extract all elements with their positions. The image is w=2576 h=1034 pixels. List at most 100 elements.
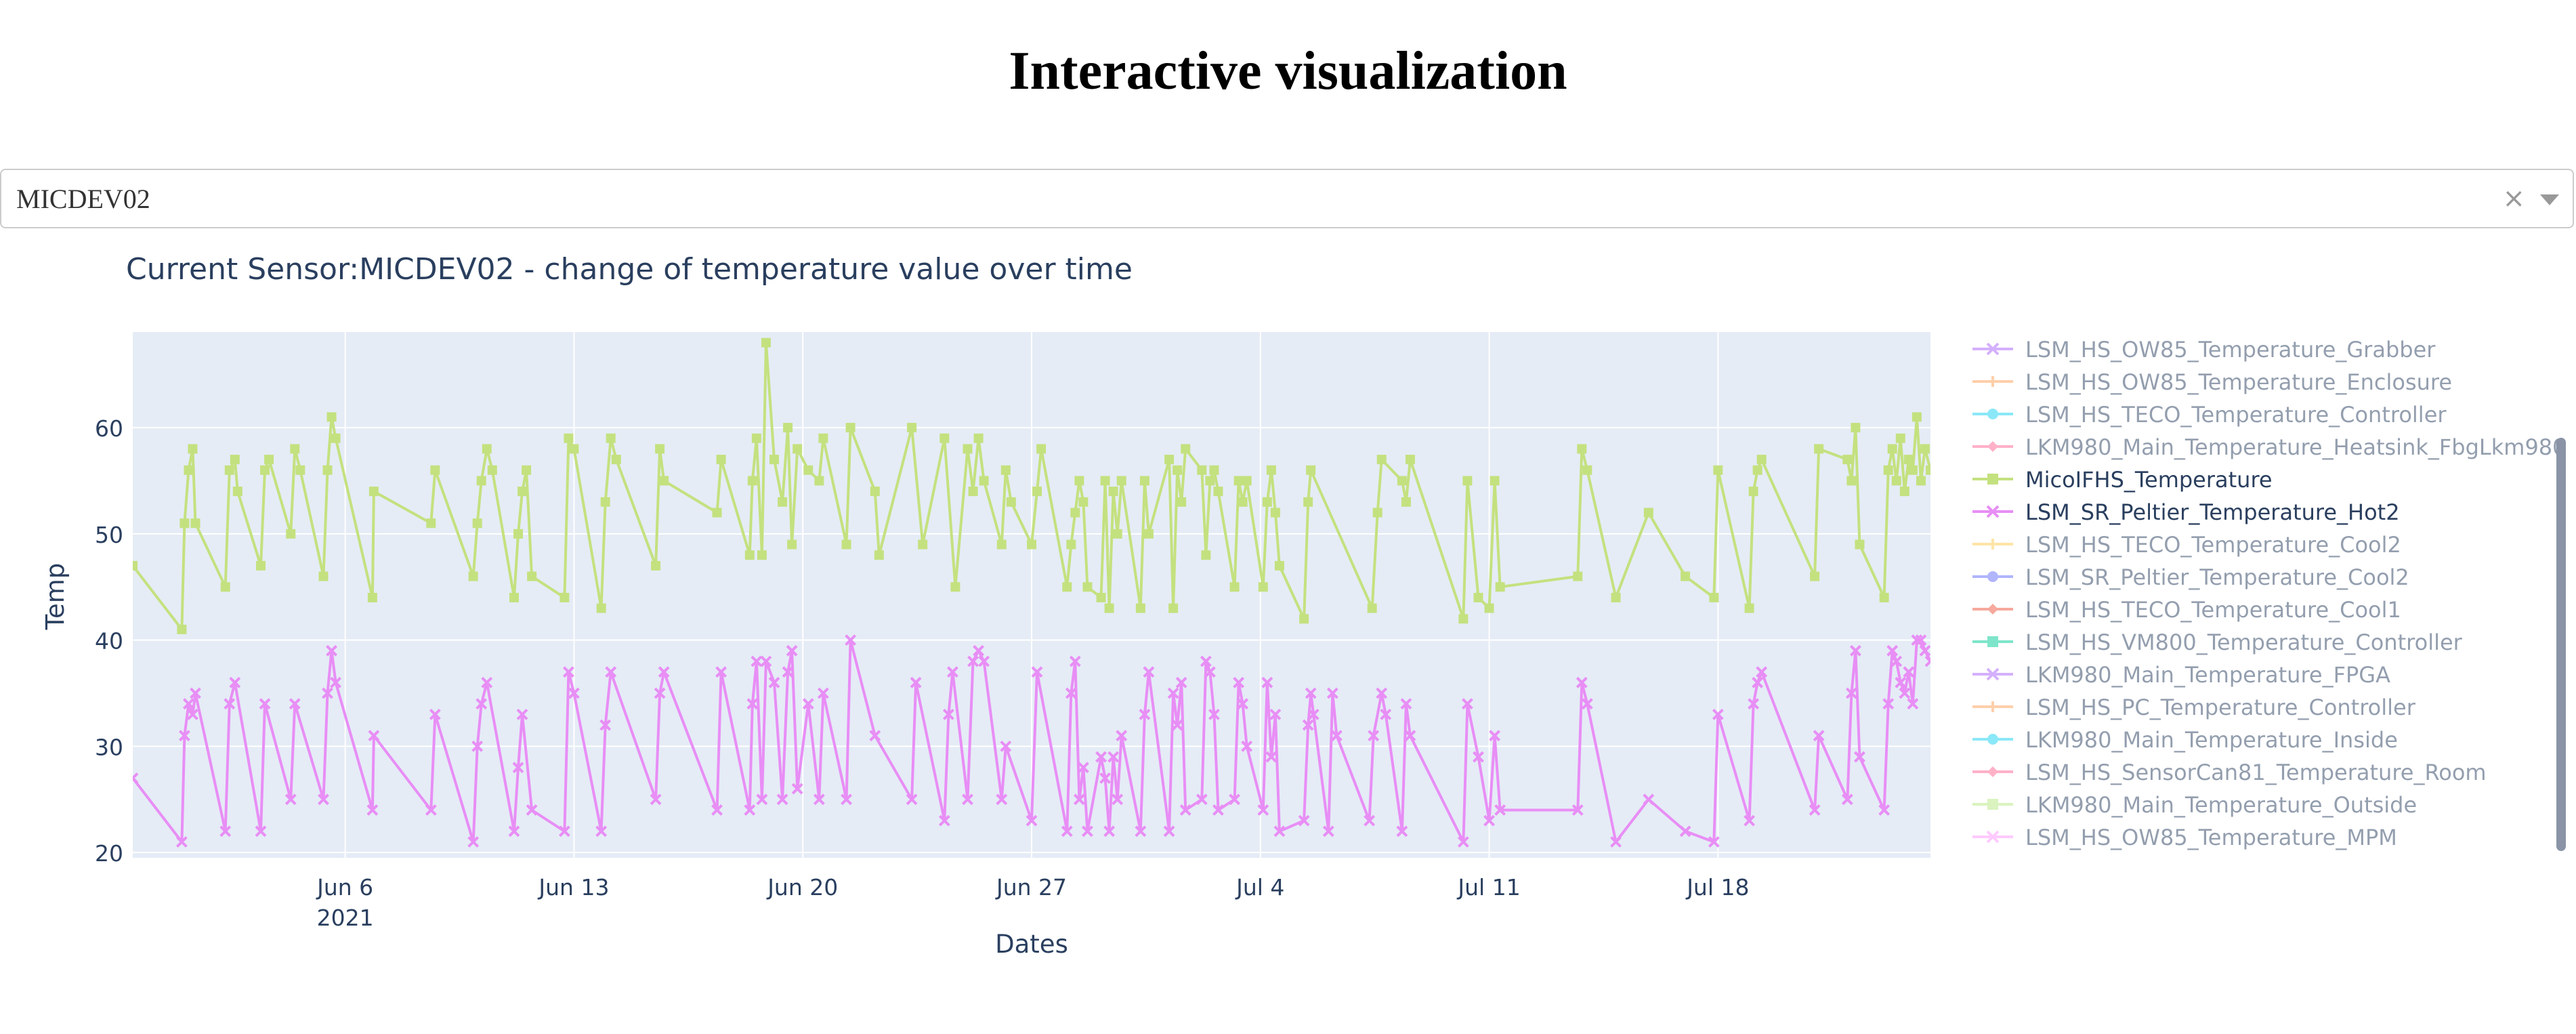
legend-item[interactable]: LSM_HS_SensorCan81_Temperature_Room bbox=[1972, 760, 2487, 785]
x-tick-label: Jul 4 bbox=[1235, 874, 1284, 901]
data-point bbox=[1987, 766, 1998, 777]
data-point bbox=[472, 518, 482, 529]
legend-item[interactable]: LKM980_Main_Temperature_FPGA bbox=[1972, 662, 2390, 688]
data-point bbox=[177, 624, 187, 634]
data-point bbox=[1458, 614, 1469, 624]
data-point bbox=[596, 603, 606, 613]
x-axis-label: Dates bbox=[995, 930, 1068, 959]
y-tick-label: 60 bbox=[95, 415, 123, 442]
data-point bbox=[1986, 342, 2000, 356]
legend-item[interactable]: MicoIFHS_Temperature bbox=[1972, 467, 2273, 493]
data-point bbox=[1139, 476, 1149, 486]
legend-label: LSM_HS_VM800_Temperature_Controller bbox=[2025, 629, 2463, 655]
data-point bbox=[1307, 708, 1319, 720]
legend-label: LSM_HS_PC_Temperature_Controller bbox=[2025, 695, 2416, 720]
data-point bbox=[1204, 666, 1216, 678]
data-point bbox=[1396, 825, 1408, 837]
clear-icon[interactable]: × bbox=[2502, 183, 2525, 214]
data-point bbox=[751, 433, 761, 443]
chart[interactable]: Current Sensor:MICDEV02 - change of temp… bbox=[0, 230, 2576, 1034]
legend-scrollbar[interactable] bbox=[2556, 438, 2566, 851]
series-MicoIFHS_Temperature[interactable] bbox=[128, 337, 1935, 634]
data-point bbox=[744, 804, 756, 816]
legend-item[interactable]: LKM980_Main_Temperature_Heatsink_FbgLkm9… bbox=[1972, 434, 2567, 460]
data-point bbox=[979, 476, 989, 486]
legend-item[interactable]: LSM_HS_OW85_Temperature_Enclosure bbox=[1972, 369, 2452, 395]
data-point bbox=[518, 487, 528, 497]
legend-item[interactable]: LSM_HS_TECO_Temperature_Cool1 bbox=[1972, 597, 2401, 623]
data-point bbox=[178, 730, 190, 742]
data-point bbox=[1305, 687, 1317, 699]
data-point bbox=[605, 666, 617, 678]
chevron-down-icon[interactable] bbox=[2540, 194, 2559, 205]
data-point bbox=[1911, 634, 1923, 646]
data-point bbox=[330, 676, 341, 688]
legend-item[interactable]: LSM_HS_VM800_Temperature_Controller bbox=[1972, 629, 2463, 655]
data-point bbox=[950, 582, 960, 592]
data-point bbox=[845, 423, 856, 433]
legend-item[interactable]: LSM_HS_OW85_Temperature_MPM bbox=[1972, 825, 2397, 850]
legend-item[interactable]: LSM_SR_Peltier_Temperature_Hot2 bbox=[1972, 499, 2400, 525]
data-point bbox=[1266, 465, 1276, 475]
data-point bbox=[1163, 825, 1175, 837]
data-point bbox=[564, 433, 574, 443]
legend-item[interactable]: LSM_SR_Peltier_Temperature_Cool2 bbox=[1972, 564, 2409, 590]
data-point bbox=[1679, 825, 1691, 837]
data-point bbox=[1461, 698, 1473, 710]
data-point bbox=[569, 444, 579, 454]
sensor-dropdown-value: MICDEV02 bbox=[16, 184, 150, 214]
legend-item[interactable]: LKM980_Main_Temperature_Outside bbox=[1972, 792, 2417, 818]
legend-item[interactable]: LKM980_Main_Temperature_Inside bbox=[1972, 727, 2398, 753]
data-point bbox=[600, 497, 610, 507]
data-point bbox=[747, 476, 757, 486]
data-point bbox=[761, 337, 771, 348]
data-point bbox=[326, 644, 337, 657]
data-point bbox=[133, 560, 138, 571]
data-point bbox=[1986, 667, 2000, 681]
series-LSM_SR_Peltier_Temperature_Hot2[interactable] bbox=[128, 634, 1935, 848]
legend[interactable]: LSM_HS_OW85_Temperature_Grabber LSM_HS_OW… bbox=[1972, 337, 2567, 850]
data-point bbox=[289, 698, 301, 710]
data-point bbox=[180, 518, 190, 529]
data-point bbox=[1495, 582, 1505, 592]
legend-item[interactable]: LSM_HS_OW85_Temperature_Grabber bbox=[1972, 337, 2436, 363]
data-point bbox=[512, 762, 524, 774]
data-point bbox=[1070, 508, 1080, 518]
data-point bbox=[599, 719, 612, 731]
data-point bbox=[813, 793, 825, 806]
legend-item[interactable]: LSM_HS_TECO_Temperature_Cool2 bbox=[1972, 532, 2401, 558]
data-point bbox=[1915, 634, 1927, 646]
data-point bbox=[1987, 604, 1998, 615]
series-line bbox=[133, 341, 1930, 631]
data-point bbox=[760, 655, 772, 667]
x-tick-label: Jul 11 bbox=[1456, 874, 1520, 901]
data-point bbox=[255, 560, 266, 571]
legend-label: LSM_HS_OW85_Temperature_Grabber bbox=[2025, 337, 2436, 363]
data-point bbox=[658, 666, 670, 678]
data-point bbox=[650, 793, 662, 806]
x-tick-year-label: 2021 bbox=[317, 905, 374, 931]
data-point bbox=[1895, 433, 1905, 443]
data-point bbox=[476, 476, 486, 486]
data-point bbox=[219, 825, 232, 837]
data-point bbox=[769, 455, 779, 465]
data-point bbox=[430, 465, 440, 475]
data-point bbox=[260, 465, 270, 475]
data-point bbox=[716, 455, 726, 465]
sensor-dropdown[interactable]: MICDEV02 × bbox=[0, 169, 2574, 228]
data-point bbox=[1473, 751, 1484, 763]
data-point bbox=[712, 508, 722, 518]
legend-item[interactable]: LSM_HS_PC_Temperature_Controller bbox=[1972, 695, 2416, 720]
data-point bbox=[654, 687, 666, 699]
data-point bbox=[429, 708, 441, 720]
legend-item[interactable]: LSM_HS_TECO_Temperature_Controller bbox=[1972, 402, 2447, 428]
data-point bbox=[425, 804, 437, 816]
data-point bbox=[817, 687, 829, 699]
data-point bbox=[1078, 497, 1089, 507]
data-point bbox=[322, 465, 333, 475]
legend-label: LSM_SR_Peltier_Temperature_Hot2 bbox=[2025, 499, 2400, 525]
data-point bbox=[756, 793, 768, 806]
data-point bbox=[1582, 465, 1592, 475]
data-point bbox=[768, 676, 780, 688]
data-point bbox=[1242, 476, 1252, 486]
